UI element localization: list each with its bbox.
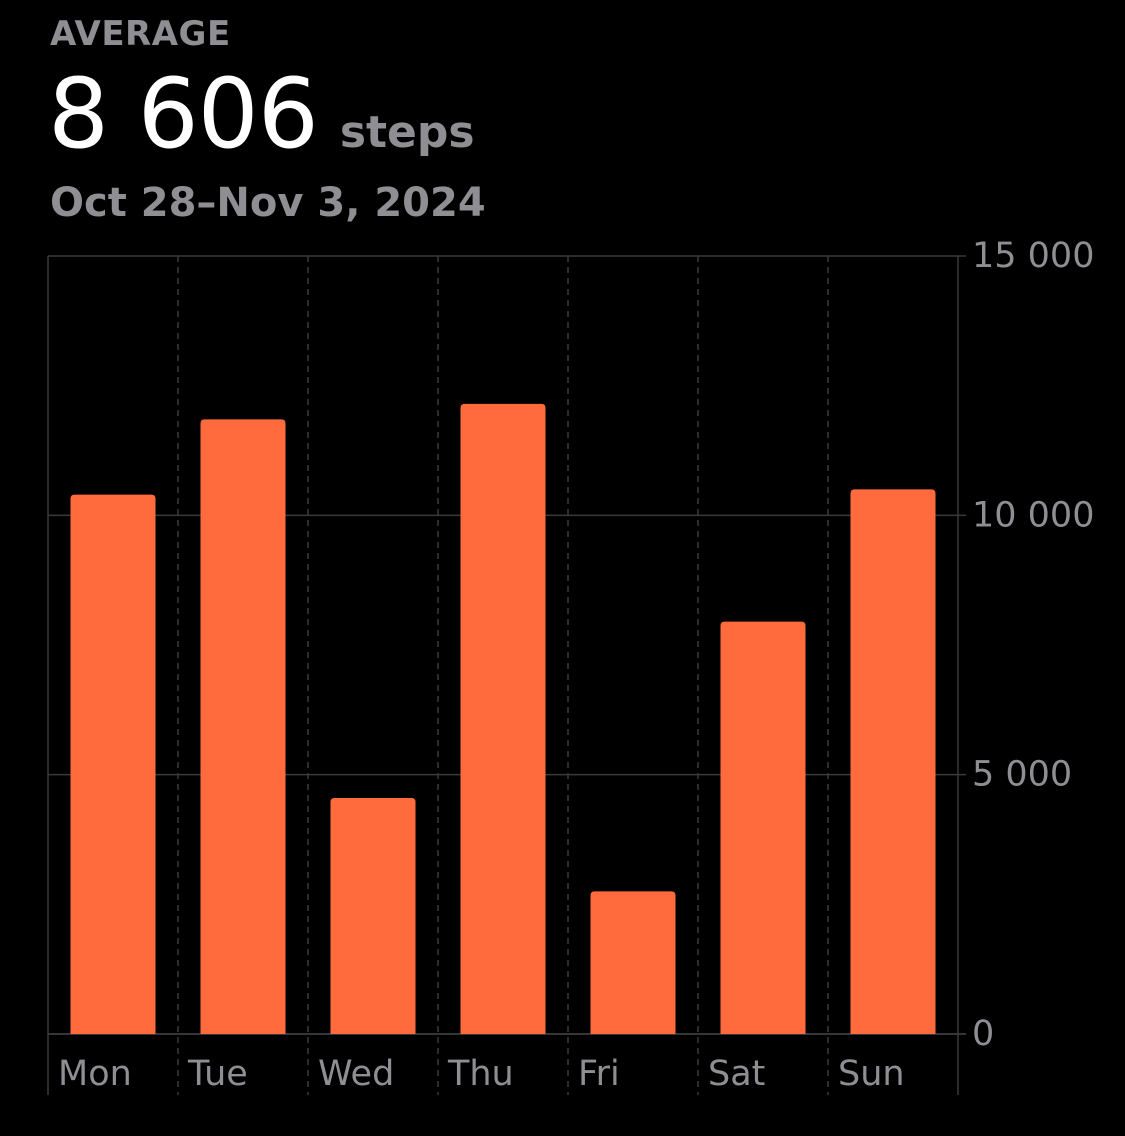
x-tick-label-thu: Thu (447, 1054, 514, 1094)
x-tick-label-sun: Sun (838, 1054, 905, 1094)
bar-tue[interactable] (201, 419, 286, 1034)
x-tick-label-mon: Mon (58, 1054, 132, 1094)
y-tick-label: 0 (972, 1014, 994, 1054)
bar-wed[interactable] (331, 798, 416, 1034)
x-tick-label-tue: Tue (187, 1054, 248, 1094)
x-tick-label-fri: Fri (578, 1054, 620, 1094)
bar-sat[interactable] (721, 622, 806, 1034)
bar-thu[interactable] (461, 404, 546, 1034)
bar-layer[interactable] (71, 404, 936, 1034)
x-tick-label-sat: Sat (708, 1054, 765, 1094)
y-tick-label: 10 000 (972, 495, 1094, 535)
bar-sun[interactable] (851, 489, 936, 1034)
bar-fri[interactable] (591, 891, 676, 1034)
x-tick-label-wed: Wed (318, 1054, 394, 1094)
y-tick-label: 15 000 (972, 236, 1094, 276)
y-tick-label: 5 000 (972, 755, 1072, 795)
bar-mon[interactable] (71, 495, 156, 1034)
